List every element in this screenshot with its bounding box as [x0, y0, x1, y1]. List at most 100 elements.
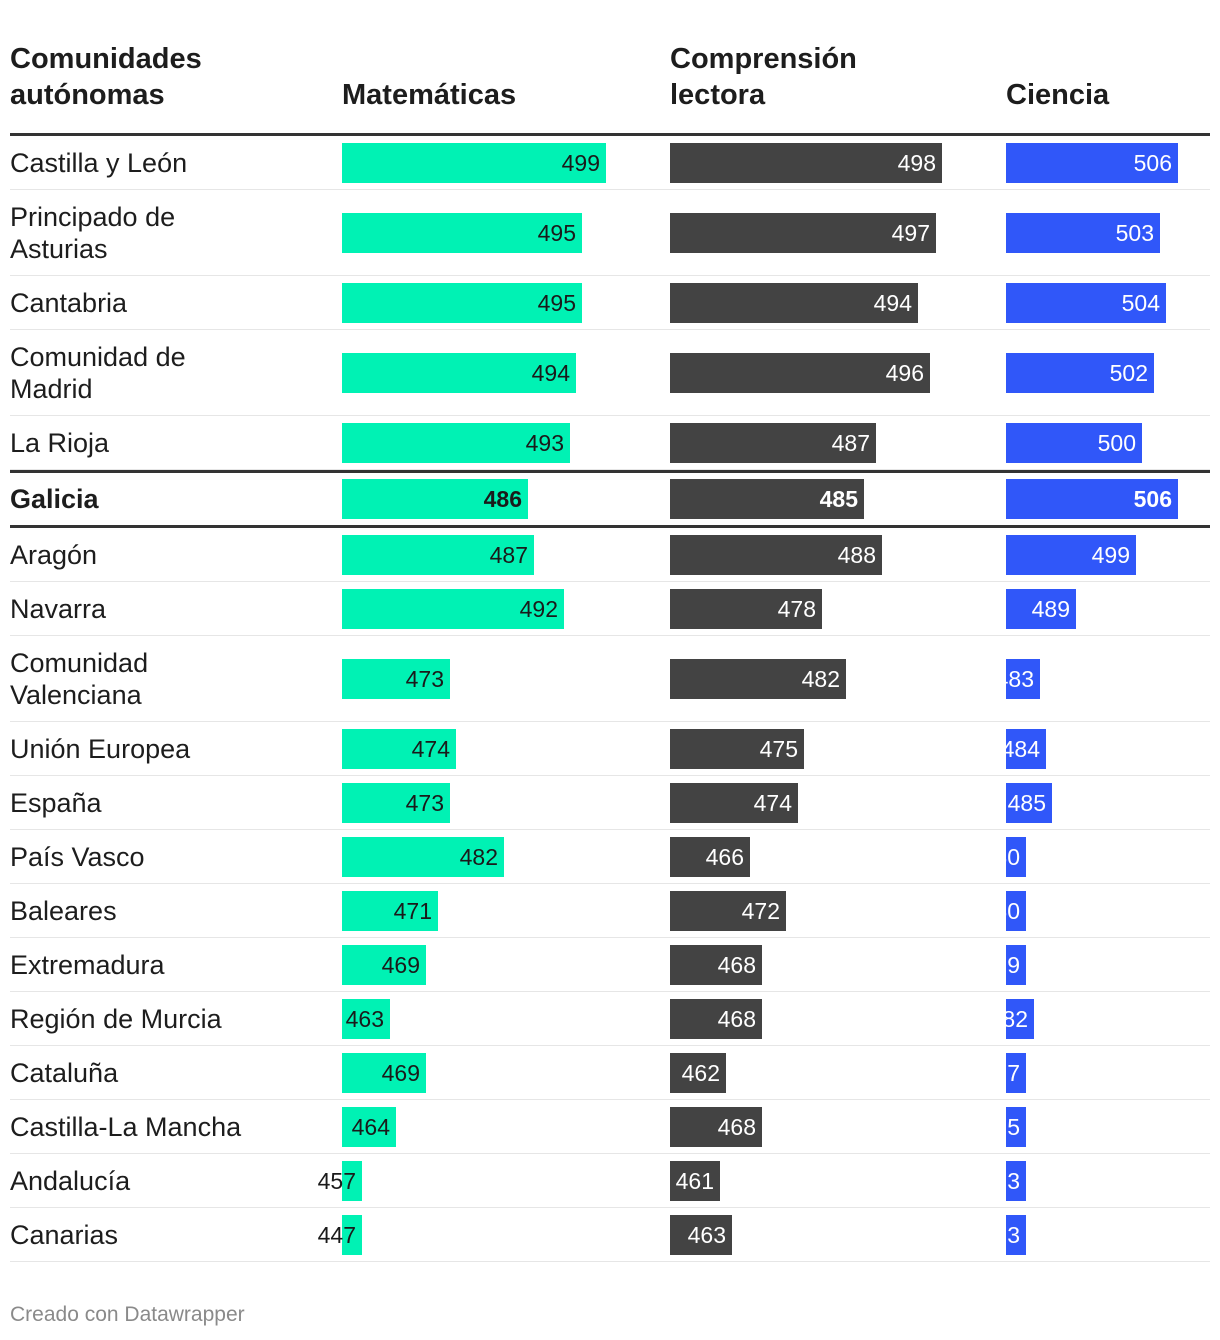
math-cell: 495	[342, 282, 582, 323]
math-bar: 474	[342, 728, 456, 769]
math-cell: 469	[342, 1052, 426, 1093]
science-value: 506	[1133, 486, 1172, 512]
reading-bar: 488	[670, 534, 882, 575]
science-cell: 475	[982, 1106, 1026, 1147]
math-cell: 473	[342, 782, 450, 823]
science-bar: 477	[982, 1052, 1026, 1093]
header-reading[interactable]: Comprensión lectora	[670, 43, 857, 111]
science-value: 506	[1133, 149, 1172, 176]
science-cell: 482	[990, 998, 1034, 1039]
science-value: 485	[1007, 789, 1046, 816]
reading-cell: 475	[670, 728, 804, 769]
reading-value: 474	[753, 789, 792, 816]
row-label: La Rioja	[10, 427, 110, 458]
reading-value: 468	[717, 1113, 756, 1140]
math-cell: 447	[318, 1214, 362, 1255]
math-cell: 486	[342, 479, 528, 519]
science-bar: 485	[1006, 782, 1052, 823]
reading-cell: 485	[670, 479, 864, 519]
reading-cell: 466	[670, 836, 750, 877]
reading-value: 496	[885, 359, 924, 386]
science-bar: 502	[1006, 352, 1154, 393]
math-bar: 486	[342, 479, 528, 519]
math-cell: 463	[342, 998, 390, 1039]
table-row: Castilla y León 499 498 506	[10, 136, 1210, 190]
science-bar: 473	[982, 1214, 1026, 1255]
math-bar: 494	[342, 352, 576, 393]
header-science[interactable]: Ciencia	[1006, 79, 1110, 111]
header-region[interactable]: Comunidades autónomas	[10, 43, 202, 111]
header-math[interactable]: Matemáticas	[342, 79, 517, 111]
row-label: Navarra	[10, 593, 107, 624]
table-row: La Rioja 493 487 500	[10, 416, 1210, 470]
table-row: Principado de Asturias 495 497 503	[10, 190, 1210, 276]
row-label: Castilla y León	[10, 147, 188, 178]
math-bar: 499	[342, 142, 606, 183]
science-value: 504	[1121, 289, 1160, 316]
row-label: Comunidad de Madrid	[10, 341, 186, 404]
math-bar: 469	[342, 944, 426, 985]
science-cell: 477	[982, 1052, 1026, 1093]
reading-bar: 462	[670, 1052, 726, 1093]
row-label: Castilla-La Mancha	[10, 1111, 242, 1142]
science-value: 483	[995, 665, 1034, 692]
reading-value: 468	[717, 1005, 756, 1032]
math-bar: 463	[342, 998, 390, 1039]
reading-bar: 466	[670, 836, 750, 877]
reading-value: 461	[675, 1167, 714, 1194]
reading-bar: 474	[670, 782, 798, 823]
reading-bar: 472	[670, 890, 786, 931]
math-value: 492	[519, 595, 558, 622]
math-value: 494	[531, 359, 570, 386]
table-row: Comunidad de Madrid 494 496 502	[10, 330, 1210, 416]
science-cell: 504	[1006, 282, 1166, 323]
table-row: Andalucía 457 461 473	[10, 1154, 1210, 1208]
science-value: 473	[981, 1167, 1020, 1194]
science-cell: 473	[982, 1160, 1026, 1201]
reading-cell: 482	[670, 658, 846, 699]
row-label: Cantabria	[10, 287, 128, 318]
reading-value: 466	[705, 843, 744, 870]
science-value: 503	[1115, 219, 1154, 246]
math-bar: 469	[342, 1052, 426, 1093]
row-label: Aragón	[10, 539, 98, 570]
reading-bar: 497	[670, 212, 936, 253]
reading-value: 482	[801, 665, 840, 692]
table-row: Región de Murcia 463 468 482	[10, 992, 1210, 1046]
science-cell: 480	[982, 890, 1026, 931]
math-cell: 469	[342, 944, 426, 985]
science-value: 489	[1031, 595, 1070, 622]
table-row: Canarias 447 463 473	[10, 1208, 1210, 1262]
math-value: 469	[381, 1059, 420, 1086]
table-row: Comunidad Valenciana 473 482 483	[10, 636, 1210, 722]
row-label: Extremadura	[10, 949, 165, 980]
reading-value: 487	[831, 429, 870, 456]
reading-value: 475	[759, 735, 798, 762]
science-value: 480	[981, 843, 1020, 870]
math-value: 473	[405, 789, 444, 816]
math-cell: 482	[342, 836, 504, 877]
reading-bar: 468	[670, 944, 762, 985]
math-bar: 493	[342, 422, 570, 463]
row-label: Canarias	[10, 1219, 119, 1250]
math-value: 463	[345, 1005, 384, 1032]
science-value: 484	[1001, 735, 1040, 762]
science-cell: 479	[982, 944, 1026, 985]
science-bar: 499	[1006, 534, 1136, 575]
reading-bar: 487	[670, 422, 876, 463]
science-bar: 503	[1006, 212, 1160, 253]
science-cell: 484	[1002, 728, 1046, 769]
reading-cell: 478	[670, 588, 822, 629]
math-cell: 495	[342, 212, 582, 253]
science-cell: 503	[1006, 212, 1160, 253]
science-cell: 506	[1006, 142, 1178, 183]
science-cell: 489	[1006, 588, 1076, 629]
reading-cell: 496	[670, 352, 930, 393]
math-cell: 499	[342, 142, 606, 183]
math-bar: 482	[342, 836, 504, 877]
reading-cell: 468	[670, 944, 762, 985]
science-cell: 502	[1006, 352, 1154, 393]
table-row: Castilla-La Mancha 464 468 475	[10, 1100, 1210, 1154]
table-row: Unión Europea 474 475 484	[10, 722, 1210, 776]
table-row: Cantabria 495 494 504	[10, 276, 1210, 330]
